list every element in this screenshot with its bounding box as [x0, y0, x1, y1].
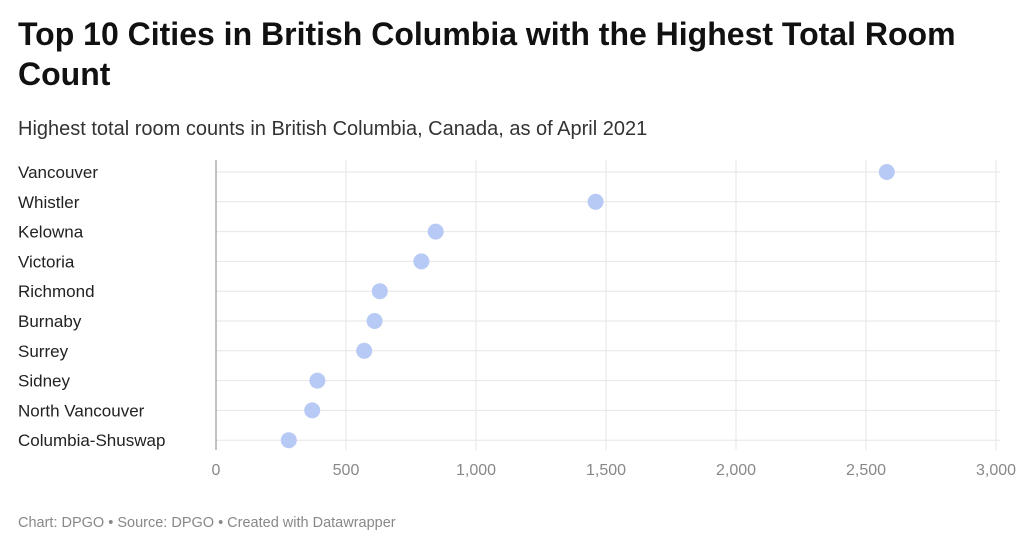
data-point — [304, 402, 321, 419]
x-tick-label: 500 — [333, 462, 360, 479]
category-label: Sidney — [18, 372, 70, 391]
category-label: Vancouver — [18, 163, 98, 182]
chart-footer: Chart: DPGO • Source: DPGO • Created wit… — [18, 515, 396, 531]
category-label: Victoria — [18, 252, 75, 271]
category-label: Richmond — [18, 282, 95, 301]
data-point — [427, 223, 444, 240]
category-label: Burnaby — [18, 312, 82, 331]
x-tick-label: 1,000 — [456, 462, 496, 479]
data-point — [356, 342, 373, 359]
data-point — [309, 372, 326, 389]
category-label: Whistler — [18, 193, 80, 212]
x-tick-label: 2,500 — [846, 462, 886, 479]
category-label: North Vancouver — [18, 401, 145, 420]
grid-lines — [215, 160, 1000, 450]
data-point — [280, 432, 297, 449]
chart-title: Top 10 Cities in British Columbia with t… — [18, 16, 956, 92]
category-label: Kelowna — [18, 223, 84, 242]
data-point — [366, 313, 383, 329]
data-point — [413, 253, 430, 270]
x-tick-label: 2,000 — [716, 462, 756, 479]
x-tick-label: 0 — [212, 462, 221, 479]
x-tick-label: 1,500 — [586, 462, 626, 479]
x-axis-ticks: 0 500 1,000 1,500 2,000 2,500 3,000 — [212, 462, 1017, 479]
x-tick-label: 3,000 — [976, 462, 1016, 479]
chart-subtitle: Highest total room counts in British Col… — [18, 118, 648, 140]
data-points — [280, 164, 895, 449]
category-label: Surrey — [18, 342, 69, 361]
data-point — [587, 193, 604, 210]
category-label: Columbia-Shuswap — [18, 431, 165, 450]
dot-plot: Vancouver Whistler Kelowna Victoria Richmond… — [18, 160, 1017, 479]
data-point — [371, 283, 388, 300]
category-labels: Vancouver Whistler Kelowna Victoria Richmond… — [18, 163, 165, 450]
data-point — [878, 164, 895, 180]
